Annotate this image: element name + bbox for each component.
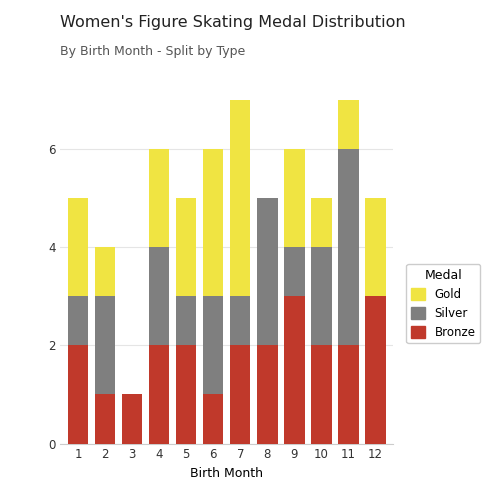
Bar — [95, 296, 115, 395]
Bar — [311, 247, 332, 345]
Bar — [365, 296, 386, 444]
Bar — [311, 345, 332, 444]
Bar — [284, 296, 304, 444]
Bar — [176, 296, 197, 345]
Bar — [68, 198, 88, 296]
Bar — [149, 345, 169, 444]
Bar — [365, 198, 386, 296]
Bar — [230, 296, 250, 345]
Bar — [311, 198, 332, 247]
Bar — [284, 149, 304, 247]
Bar — [338, 149, 359, 345]
Bar — [257, 345, 278, 444]
Bar — [284, 247, 304, 296]
Bar — [176, 345, 197, 444]
X-axis label: Birth Month: Birth Month — [191, 467, 263, 480]
Bar — [176, 198, 197, 296]
Bar — [95, 395, 115, 444]
Bar — [257, 198, 278, 345]
Bar — [203, 296, 223, 395]
Bar — [338, 100, 359, 149]
Bar — [149, 149, 169, 247]
Bar — [203, 395, 223, 444]
Bar — [338, 345, 359, 444]
Bar — [230, 100, 250, 296]
Bar — [95, 247, 115, 296]
Legend: Gold, Silver, Bronze: Gold, Silver, Bronze — [406, 264, 480, 343]
Bar — [203, 149, 223, 296]
Text: Women's Figure Skating Medal Distribution: Women's Figure Skating Medal Distributio… — [60, 15, 406, 30]
Bar — [149, 247, 169, 345]
Bar — [68, 296, 88, 345]
Text: By Birth Month - Split by Type: By Birth Month - Split by Type — [60, 45, 246, 58]
Bar — [68, 345, 88, 444]
Bar — [122, 395, 142, 444]
Bar — [230, 345, 250, 444]
